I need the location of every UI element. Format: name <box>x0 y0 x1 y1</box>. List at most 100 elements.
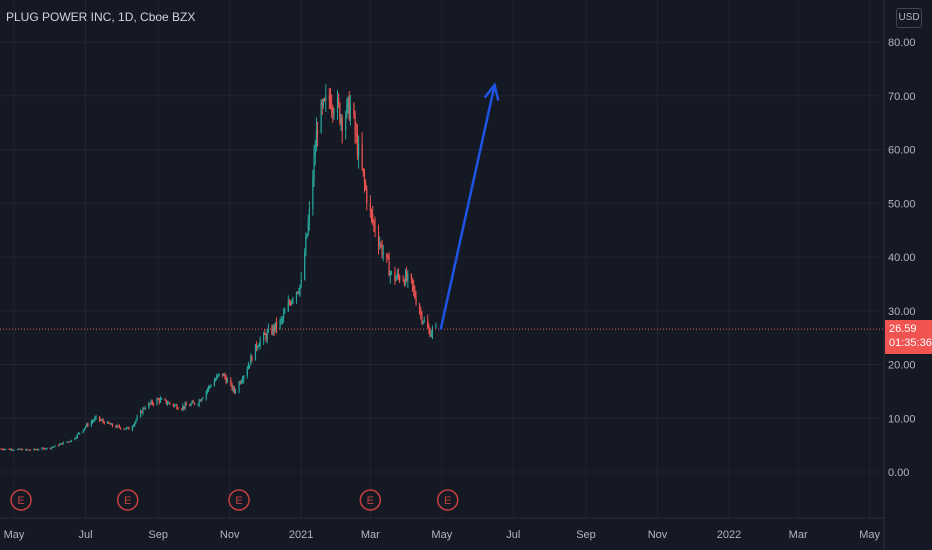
candle-body <box>243 375 245 380</box>
candle-body <box>223 374 225 376</box>
candle-body <box>76 434 78 438</box>
earnings-marker[interactable]: E <box>228 489 250 511</box>
candle-body <box>134 422 136 426</box>
x-tick-label: Sep <box>576 529 596 541</box>
candle-body <box>354 116 356 134</box>
candle-body <box>109 423 111 425</box>
x-tick-label: Sep <box>148 529 168 541</box>
candle-body <box>325 96 327 101</box>
x-tick-label: Jul <box>78 529 92 541</box>
earnings-marker[interactable]: E <box>10 489 32 511</box>
candle-body <box>202 397 204 400</box>
candle-body <box>66 441 68 443</box>
candle-body <box>410 274 412 279</box>
earnings-marker[interactable]: E <box>116 489 139 511</box>
earnings-circle <box>436 489 459 511</box>
candle-body <box>25 449 27 451</box>
candle-body <box>182 405 184 410</box>
candle-body <box>1 448 3 450</box>
candle-body <box>284 311 286 314</box>
candle-body <box>103 421 105 424</box>
candle-body <box>4 449 6 451</box>
symbol-title[interactable]: PLUG POWER INC, 1D, Cboe BZX <box>6 10 196 24</box>
candle-body <box>70 439 73 442</box>
arrow-annotation[interactable] <box>439 82 500 330</box>
currency-badge[interactable]: USD <box>896 8 922 28</box>
x-tick-label: May <box>431 529 452 541</box>
candle-body <box>52 447 54 449</box>
candle-body <box>373 221 375 224</box>
candle-body <box>399 276 401 281</box>
candle-body <box>159 398 162 402</box>
candle-body <box>18 448 20 450</box>
candle-body <box>257 346 259 349</box>
candle-body <box>230 379 232 384</box>
candle-body <box>8 448 10 450</box>
candle-body <box>386 253 388 256</box>
candle-body <box>397 273 400 277</box>
candle-body <box>101 420 103 422</box>
candle-body <box>247 365 250 370</box>
bar-countdown: 01:35:36 <box>889 337 932 350</box>
candles <box>0 84 437 451</box>
candle-body <box>29 449 32 451</box>
candle-body <box>172 403 175 406</box>
candle-body <box>177 408 179 410</box>
candle-body <box>125 427 128 429</box>
candle-body <box>143 408 145 410</box>
candle-body <box>264 333 266 335</box>
candle-body <box>431 328 434 334</box>
candle-body <box>320 102 322 133</box>
candle-body <box>241 379 244 382</box>
candle-body <box>61 443 63 445</box>
candle-body <box>60 443 62 445</box>
candle-body <box>288 301 291 304</box>
candle-body <box>218 373 220 376</box>
candle-body <box>75 437 77 439</box>
candle-body <box>403 280 405 285</box>
candle-body <box>27 449 29 451</box>
earnings-label: E <box>124 495 131 507</box>
candle-body <box>411 278 414 286</box>
candle-body <box>226 379 228 383</box>
x-tick-label: Nov <box>648 529 668 541</box>
candle-body <box>225 377 227 383</box>
candle-body <box>86 424 88 427</box>
candle-body <box>216 376 218 380</box>
candle-body <box>251 356 253 361</box>
candle-body <box>415 297 417 305</box>
candle-body <box>356 133 359 157</box>
candle-body <box>49 447 51 449</box>
candle-body <box>363 172 366 183</box>
candle-body <box>328 96 330 99</box>
candle-body <box>332 107 334 114</box>
candle-body <box>295 292 298 299</box>
candle-body <box>280 319 282 321</box>
candle-body <box>169 402 171 404</box>
candle-body <box>394 271 396 281</box>
candle-body <box>217 375 219 377</box>
candle-body <box>26 449 28 451</box>
candle-body <box>258 345 260 347</box>
earnings-marker[interactable]: E <box>436 489 459 511</box>
candle-body <box>59 444 61 446</box>
candle-body <box>111 423 114 427</box>
candle-body <box>300 279 302 286</box>
earnings-marker[interactable]: E <box>359 489 382 511</box>
earnings-circle <box>359 489 382 511</box>
arrow-shaft <box>439 84 496 330</box>
candle-body <box>333 112 335 114</box>
candle-body <box>168 402 170 404</box>
candle-body <box>336 98 339 113</box>
candle-body <box>91 421 94 423</box>
candle-body <box>413 285 415 290</box>
candle-body <box>210 386 212 388</box>
y-axis: 0.00 10.00 20.00 30.00 40.00 50.00 60.00 70.00 8… <box>888 37 916 479</box>
candle-body <box>348 97 350 120</box>
candle-body <box>314 151 316 157</box>
candle-body <box>120 427 122 429</box>
candle-body <box>222 373 224 376</box>
candle-body <box>156 398 158 405</box>
